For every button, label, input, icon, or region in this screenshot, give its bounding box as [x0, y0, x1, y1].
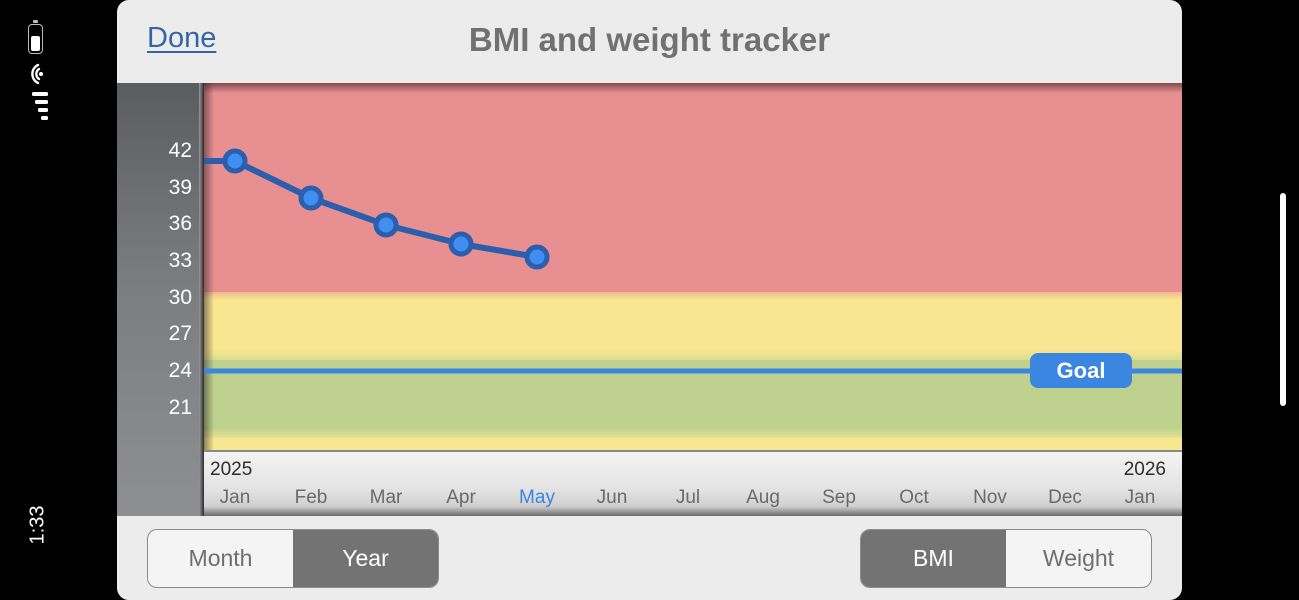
month-label: Mar — [369, 487, 403, 508]
y-tick-label: 21 — [168, 396, 192, 419]
month-label: Jun — [596, 487, 628, 508]
bmi-chart[interactable]: 42 39 36 33 30 27 24 21 — [117, 83, 1182, 516]
metric-weight-option[interactable]: Weight — [1042, 545, 1115, 571]
month-label: Apr — [446, 487, 476, 508]
y-tick-label: 39 — [168, 176, 192, 199]
footer: Month Year BMI Weight — [117, 516, 1182, 600]
bmi-tracker-panel: Done BMI and weight tracker 42 39 36 33 … — [117, 0, 1182, 600]
month-label: Feb — [294, 487, 328, 508]
y-tick-label: 33 — [168, 249, 192, 272]
period-year-option[interactable]: Year — [293, 530, 438, 587]
y-tick-label: 42 — [168, 139, 192, 162]
month-label: Oct — [899, 487, 929, 508]
year-start-label: 2025 — [210, 459, 253, 480]
home-indicator[interactable] — [1280, 193, 1286, 406]
year-end-label: 2026 — [1123, 459, 1166, 480]
page-title: BMI and weight tracker — [468, 21, 831, 58]
bmi-line-series — [204, 148, 1182, 374]
y-axis: 42 39 36 33 30 27 24 21 — [117, 83, 202, 516]
wifi-icon — [31, 63, 43, 85]
cellular-signal-icon — [32, 92, 48, 120]
status-bar: 1:33 — [0, 0, 117, 600]
period-toggle: Month Year — [147, 529, 439, 588]
y-axis-edge — [199, 83, 204, 516]
battery-icon — [28, 20, 43, 54]
status-time: 1:33 — [26, 505, 49, 545]
month-label: Jan — [1124, 487, 1156, 508]
metric-bmi-option[interactable]: BMI — [861, 530, 1006, 587]
month-label: Jan — [219, 487, 251, 508]
overweight-zone — [204, 292, 1182, 360]
y-tick-label: 36 — [168, 212, 192, 235]
data-points — [222, 148, 550, 270]
goal-badge[interactable]: Goal — [1030, 353, 1132, 388]
month-label: Dec — [1048, 487, 1082, 508]
month-label: Sep — [822, 487, 856, 508]
header: Done BMI and weight tracker — [117, 0, 1182, 83]
y-tick-label: 24 — [168, 359, 192, 382]
y-tick-label: 30 — [168, 286, 192, 309]
month-label: Jul — [675, 487, 701, 508]
period-month-option[interactable]: Month — [188, 545, 253, 571]
underweight-zone — [204, 438, 1182, 450]
x-axis: 2025 2026 Jan Feb Mar Apr May Jun Jul Au… — [204, 450, 1182, 516]
obese-zone — [204, 83, 1182, 292]
done-button[interactable]: Done — [147, 22, 217, 54]
metric-toggle: BMI Weight — [860, 529, 1152, 588]
month-label: Nov — [973, 487, 1007, 508]
month-label-current: May — [519, 487, 555, 508]
y-tick-label: 27 — [168, 322, 192, 345]
month-label: Aug — [746, 487, 780, 508]
plot-area[interactable] — [204, 83, 1182, 450]
